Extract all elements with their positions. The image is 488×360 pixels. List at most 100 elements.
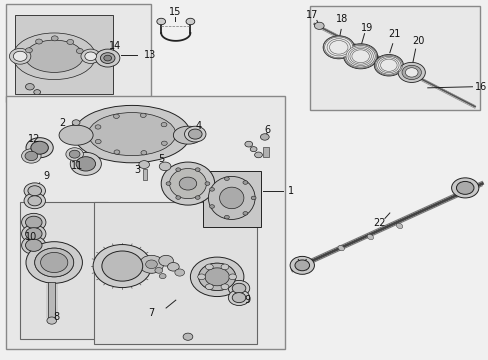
- Circle shape: [198, 263, 235, 291]
- Circle shape: [159, 274, 166, 279]
- Ellipse shape: [59, 125, 93, 145]
- Circle shape: [139, 161, 149, 168]
- Circle shape: [314, 22, 324, 30]
- Circle shape: [198, 263, 235, 291]
- Circle shape: [195, 168, 200, 171]
- Ellipse shape: [88, 113, 176, 156]
- Circle shape: [21, 213, 46, 231]
- Circle shape: [67, 40, 74, 45]
- Circle shape: [51, 36, 58, 41]
- Circle shape: [24, 183, 45, 199]
- Circle shape: [260, 134, 268, 140]
- Circle shape: [397, 62, 425, 82]
- Circle shape: [161, 122, 166, 127]
- Circle shape: [95, 139, 101, 144]
- Circle shape: [197, 274, 205, 280]
- Circle shape: [373, 54, 403, 76]
- Circle shape: [179, 177, 196, 190]
- Circle shape: [28, 196, 41, 206]
- Text: 2: 2: [59, 118, 65, 128]
- Bar: [5, 4, 151, 102]
- Text: 8: 8: [54, 312, 60, 322]
- Bar: [309, 6, 479, 110]
- Circle shape: [221, 264, 228, 270]
- Circle shape: [157, 18, 165, 25]
- Circle shape: [145, 260, 157, 269]
- Circle shape: [100, 53, 115, 63]
- Circle shape: [348, 48, 371, 65]
- Circle shape: [25, 48, 32, 53]
- Text: 16: 16: [474, 82, 486, 92]
- Circle shape: [166, 182, 171, 185]
- Circle shape: [24, 193, 45, 209]
- Circle shape: [232, 293, 245, 303]
- Circle shape: [205, 284, 213, 290]
- Circle shape: [346, 45, 374, 67]
- Text: 5: 5: [158, 154, 164, 164]
- Circle shape: [69, 150, 80, 158]
- Circle shape: [102, 251, 142, 281]
- Text: 17: 17: [305, 10, 318, 20]
- Circle shape: [195, 196, 200, 199]
- Circle shape: [35, 248, 74, 277]
- Circle shape: [93, 244, 151, 288]
- Circle shape: [204, 268, 229, 286]
- Circle shape: [76, 49, 83, 54]
- Ellipse shape: [219, 187, 244, 209]
- Circle shape: [376, 56, 400, 74]
- Circle shape: [188, 129, 202, 139]
- Circle shape: [209, 205, 214, 208]
- Circle shape: [95, 125, 101, 129]
- Circle shape: [349, 48, 370, 64]
- Text: 19: 19: [360, 23, 372, 33]
- Circle shape: [289, 256, 314, 274]
- Circle shape: [183, 333, 192, 340]
- Text: 11: 11: [71, 161, 83, 171]
- Circle shape: [72, 120, 80, 126]
- Ellipse shape: [208, 176, 255, 220]
- Ellipse shape: [396, 223, 402, 229]
- Circle shape: [254, 152, 262, 158]
- Text: 6: 6: [264, 125, 270, 135]
- Circle shape: [167, 262, 179, 271]
- Circle shape: [347, 47, 372, 66]
- Text: 1: 1: [287, 186, 293, 197]
- Ellipse shape: [25, 40, 83, 72]
- Circle shape: [250, 147, 257, 152]
- Ellipse shape: [337, 246, 344, 251]
- Circle shape: [204, 182, 209, 185]
- Circle shape: [76, 157, 95, 171]
- Circle shape: [113, 114, 119, 118]
- Circle shape: [205, 264, 213, 270]
- Circle shape: [176, 196, 180, 199]
- Text: 9: 9: [244, 295, 250, 305]
- Circle shape: [25, 216, 42, 228]
- Text: 3: 3: [135, 165, 141, 175]
- Text: 14: 14: [109, 41, 121, 50]
- Circle shape: [25, 228, 42, 240]
- Circle shape: [451, 178, 478, 198]
- Circle shape: [294, 260, 309, 271]
- Circle shape: [224, 177, 229, 180]
- Ellipse shape: [366, 234, 373, 240]
- Bar: [202, 171, 261, 226]
- Circle shape: [25, 239, 42, 251]
- Circle shape: [327, 40, 349, 55]
- Bar: [48, 282, 55, 318]
- Circle shape: [159, 255, 173, 266]
- Circle shape: [35, 248, 74, 277]
- Ellipse shape: [74, 105, 190, 163]
- Circle shape: [103, 55, 111, 61]
- Circle shape: [251, 196, 256, 200]
- Circle shape: [190, 257, 244, 297]
- Text: 21: 21: [387, 30, 400, 39]
- Text: 18: 18: [335, 14, 347, 24]
- Circle shape: [21, 236, 46, 254]
- Circle shape: [324, 37, 352, 58]
- Circle shape: [175, 269, 184, 276]
- Circle shape: [9, 48, 31, 64]
- Circle shape: [184, 126, 205, 142]
- Text: 15: 15: [168, 7, 181, 17]
- Bar: [20, 202, 107, 338]
- Circle shape: [25, 84, 34, 90]
